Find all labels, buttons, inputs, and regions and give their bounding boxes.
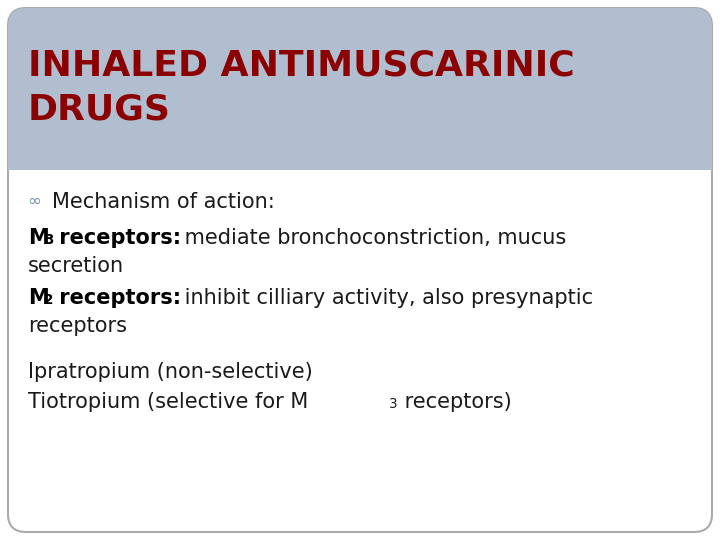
- Text: Mechanism of action:: Mechanism of action:: [52, 192, 275, 212]
- Text: receptors:: receptors:: [52, 288, 181, 308]
- Text: receptors): receptors): [398, 392, 512, 412]
- Text: receptors:: receptors:: [52, 228, 181, 248]
- Text: mediate bronchoconstriction, mucus: mediate bronchoconstriction, mucus: [178, 228, 566, 248]
- Text: M: M: [28, 288, 49, 308]
- Text: M: M: [28, 228, 49, 248]
- FancyBboxPatch shape: [8, 8, 712, 170]
- Text: receptors: receptors: [28, 316, 127, 336]
- Text: 3: 3: [44, 233, 53, 247]
- Bar: [8, 80, 712, 170]
- Text: ∞: ∞: [28, 192, 47, 210]
- Text: inhibit cilliary activity, also presynaptic: inhibit cilliary activity, also presynap…: [178, 288, 593, 308]
- Text: DRUGS: DRUGS: [28, 92, 171, 126]
- Text: Tiotropium (selective for M: Tiotropium (selective for M: [28, 392, 308, 412]
- Text: Ipratropium (non-selective): Ipratropium (non-selective): [28, 362, 312, 382]
- FancyBboxPatch shape: [8, 8, 712, 532]
- Text: INHALED ANTIMUSCARINIC: INHALED ANTIMUSCARINIC: [28, 48, 575, 82]
- Text: 2: 2: [44, 293, 53, 307]
- Text: 3: 3: [389, 397, 397, 411]
- Text: secretion: secretion: [28, 256, 124, 276]
